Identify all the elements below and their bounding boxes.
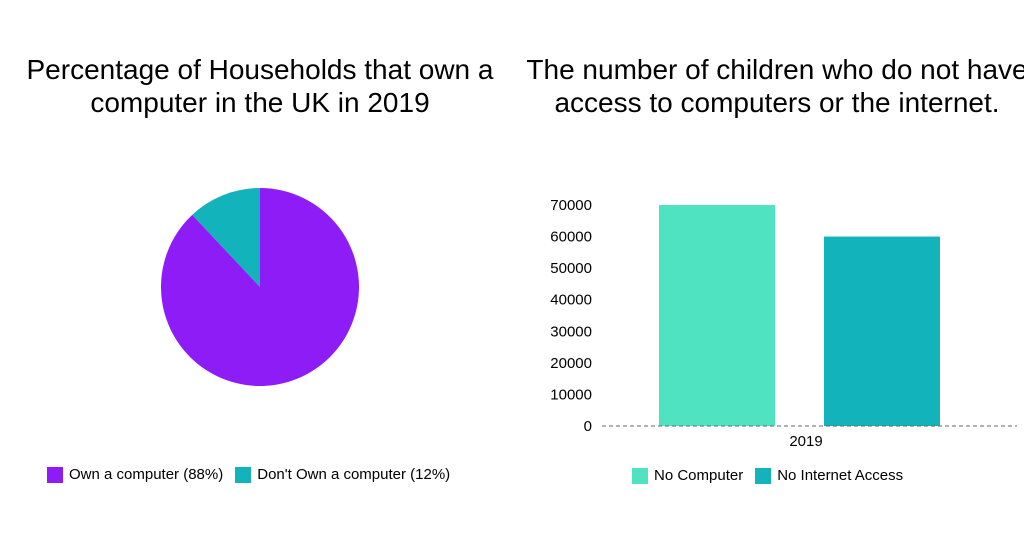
pie-chart-svg [161,188,359,386]
legend-swatch-own [47,466,63,483]
legend-label-no-computer: No Computer [654,467,744,484]
pie-chart-title: Percentage of Households that own a comp… [26,54,494,118]
pie-chart-panel: Percentage of Households that own a comp… [26,54,494,483]
y-tick-label: 50000 [550,260,592,277]
y-tick-label: 10000 [550,386,592,403]
x-category-label: 2019 [789,433,822,450]
bar-no-computer[interactable] [659,205,775,426]
legend-label-no-internet: No Internet Access [777,467,904,484]
legend-label-own: Own a computer (88%) [69,466,224,483]
bar-legend-item-no-computer[interactable]: No Computer [632,467,743,484]
pie-legend-item-own[interactable]: Own a computer (88%) [47,466,223,483]
y-tick-label: 60000 [550,229,592,246]
pie-legend: Own a computer (88%) Don't Own a compute… [47,466,462,483]
legend-swatch-no-internet [755,467,772,484]
legend-swatch-dont-own [235,466,252,483]
bar-legend-item-no-internet[interactable]: No Internet Access [755,467,903,484]
y-tick-label: 40000 [550,292,592,309]
bar-no-internet-access[interactable] [824,236,940,426]
y-tick-label: 70000 [550,197,592,214]
bar-chart-title: The number of children who do not have a… [526,54,1024,118]
pie-slice-dont-own[interactable] [192,188,260,287]
y-tick-label: 30000 [550,323,592,340]
legend-swatch-no-computer [632,467,648,484]
bar-chart-svg: 0 10000 20000 30000 40000 50000 60000 70000 2019 [550,197,1017,450]
bar-legend: No Computer No Internet Access [632,467,915,484]
y-tick-label: 20000 [550,355,592,372]
legend-label-dont-own: Don't Own a computer (12%) [257,466,451,483]
y-tick-label: 0 [584,418,592,435]
bar-chart-panel: The number of children who do not have a… [512,0,1024,553]
pie-legend-item-dont-own[interactable]: Don't Own a computer (12%) [235,466,450,483]
